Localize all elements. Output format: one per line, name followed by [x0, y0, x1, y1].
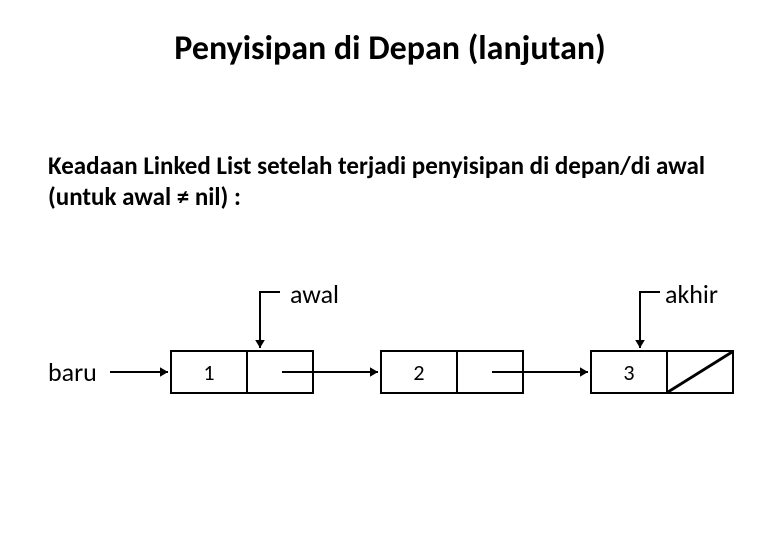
linked-list-diagram: awal akhir baru 1 2 3 — [0, 260, 780, 500]
slide-subtitle-text: Keadaan Linked List setelah terjadi peny… — [48, 150, 705, 212]
slide-title-text: Penyisipan di Depan (lanjutan) — [174, 28, 605, 69]
arrows-layer — [0, 260, 780, 500]
slide-subtitle: Keadaan Linked List setelah terjadi peny… — [48, 150, 738, 213]
slide-title: Penyisipan di Depan (lanjutan) — [0, 28, 780, 69]
